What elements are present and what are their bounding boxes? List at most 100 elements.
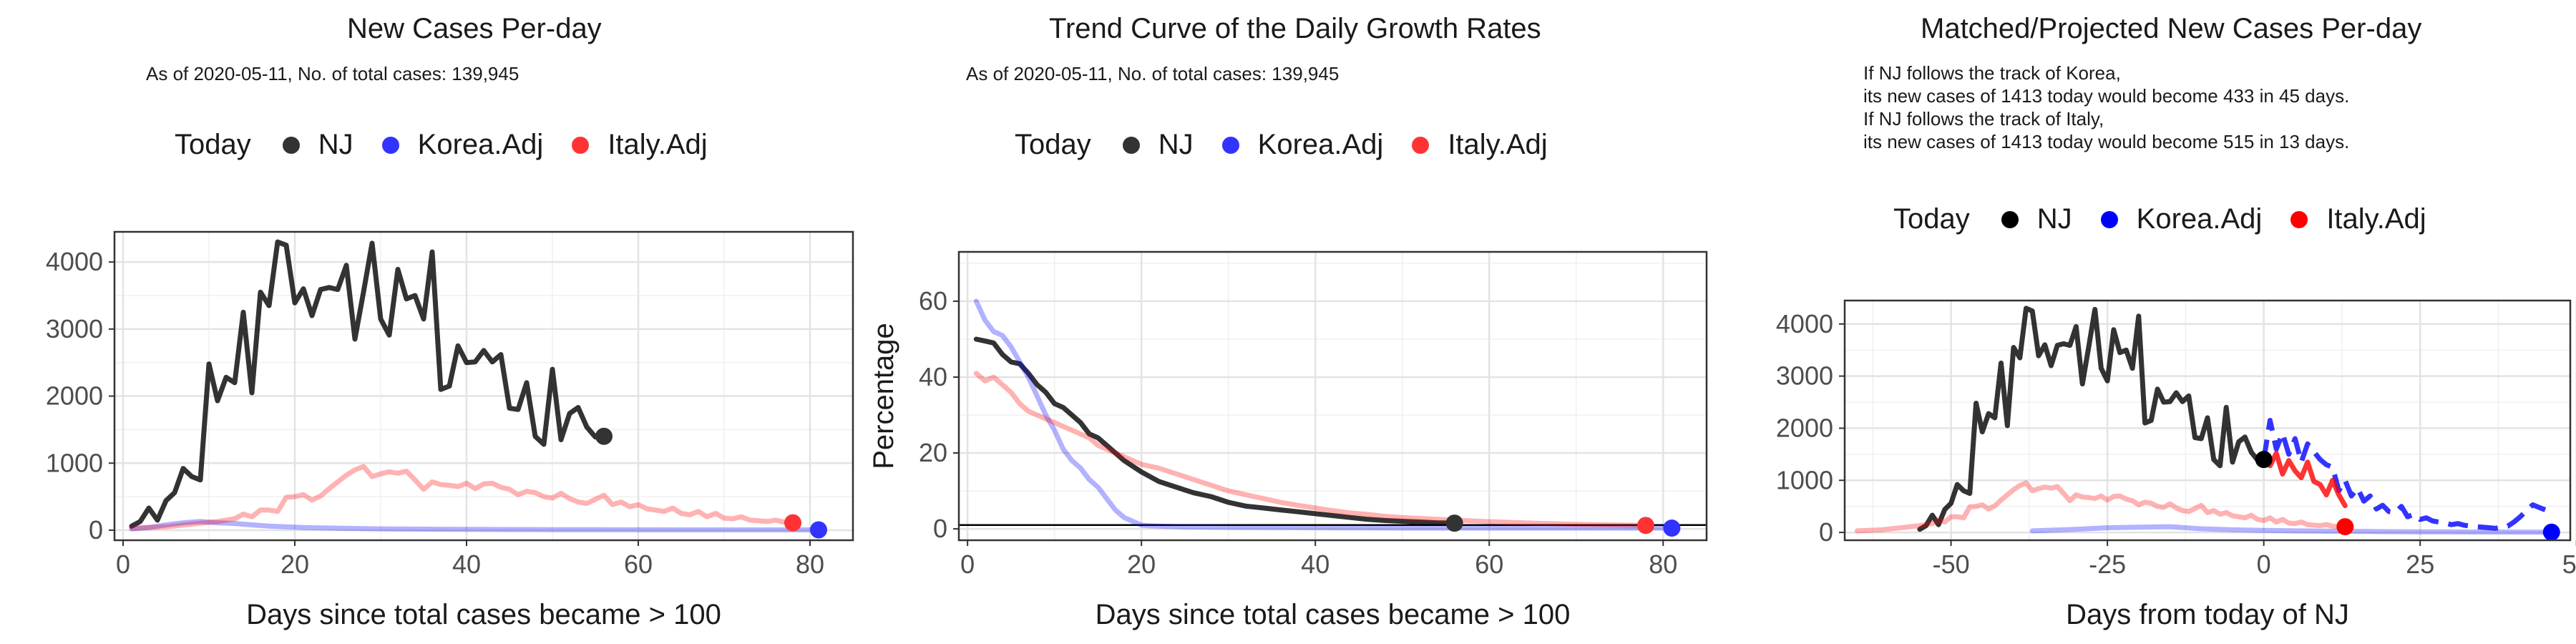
x-tick-label: 80 [1649, 550, 1677, 579]
x-tick-label: 80 [796, 550, 824, 579]
y-tick-label: 1000 [1776, 465, 1833, 494]
x-tick-label: 25 [2406, 550, 2434, 579]
x-tick-label: 60 [1475, 550, 1503, 579]
series-line-italy-adj [1855, 480, 2348, 534]
plot-area [959, 252, 1707, 540]
series-line-nj [129, 239, 607, 529]
panel-projected: Matched/Projected New Cases Per-day If N… [1717, 0, 2576, 644]
legend-label-nj: NJ [2036, 203, 2072, 235]
plot-projected: -50 -25 0 25 50 0 1000 2000 3000 4000 Days from to… [1776, 299, 2576, 630]
chart-subtitle: As of 2020-05-11, No. of total cases: 13… [146, 63, 519, 84]
today-point-nj [1445, 514, 1463, 532]
series-line-korea-adj [129, 519, 821, 532]
series-line-nj [1917, 306, 2267, 532]
legend-label-korea: Korea.Adj [417, 129, 544, 160]
legend-dot-italy [1412, 136, 1430, 154]
y-tick-label: 0 [933, 514, 947, 543]
legend-dot-nj [1122, 136, 1140, 154]
legend-dot-nj [282, 136, 300, 154]
x-tick-label: 60 [624, 550, 653, 579]
chart-title: Trend Curve of the Daily Growth Rates [1049, 13, 1541, 44]
x-tick-label: 40 [1301, 550, 1330, 579]
legend-item-nj: NJ [282, 129, 353, 161]
series-line-italy-adj [973, 371, 1649, 528]
legend-item-italy: Italy.Adj [1412, 129, 1548, 161]
legend-title: Today [175, 129, 251, 160]
legend-dot-italy [2290, 210, 2308, 228]
legend-title: Today [1893, 203, 1970, 235]
note-line: If NJ follows the track of Korea, [1863, 62, 2121, 84]
x-tick-label: -25 [2089, 550, 2126, 579]
y-tick-label: 3000 [46, 314, 103, 343]
legend-label-korea: Korea.Adj [1257, 129, 1384, 160]
legend-item-italy: Italy.Adj [572, 129, 708, 161]
today-point-italy-adj [1636, 517, 1654, 535]
y-tick-label: 0 [89, 515, 103, 545]
note-line: its new cases of 1413 today would become… [1863, 85, 2350, 107]
panel-new-cases: New Cases Per-day As of 2020-05-11, No. … [0, 0, 859, 644]
today-point-korea-adj [2542, 523, 2560, 541]
legend-dot-korea [2100, 210, 2118, 228]
y-tick-label: 4000 [1776, 309, 1833, 338]
series-line-nj [973, 336, 1458, 526]
panel-border [957, 250, 1708, 542]
today-point-italy-adj [784, 514, 801, 532]
legend-label-italy: Italy.Adj [2326, 203, 2426, 235]
legend-title: Today [1015, 129, 1091, 160]
today-point-italy-adj [2336, 518, 2354, 536]
today-point-nj [595, 427, 613, 445]
panel-border [1843, 299, 2572, 542]
legend-item-nj: NJ [2001, 203, 2072, 235]
legend-item-korea: Korea.Adj [1221, 129, 1384, 161]
series-line-italy-adj [129, 464, 796, 531]
y-tick-label: 0 [1819, 517, 1833, 547]
series-line-korea-adj [2029, 524, 2548, 535]
x-tick-label: 20 [1127, 550, 1156, 579]
legend-dot-italy [572, 136, 590, 154]
legend-dot-korea [381, 136, 399, 154]
legend-item-nj: NJ [1122, 129, 1194, 161]
y-tick-label: 2000 [46, 381, 103, 411]
legend-item-korea: Korea.Adj [2100, 203, 2263, 235]
y-tick-label: 40 [919, 362, 947, 391]
x-axis-label: Days since total cases became > 100 [246, 599, 721, 630]
legend-item-korea: Korea.Adj [381, 129, 544, 161]
chart-subtitle: As of 2020-05-11, No. of total cases: 13… [966, 63, 1340, 84]
projection-notes: If NJ follows the track of Korea, its ne… [1863, 62, 2349, 153]
x-tick-label: 0 [2257, 550, 2271, 579]
x-tick-label: 20 [280, 550, 309, 579]
legend-item-italy: Italy.Adj [2290, 203, 2426, 235]
legend-label-nj: NJ [1158, 129, 1194, 160]
legend-label-korea: Korea.Adj [2136, 203, 2263, 235]
chart-title: Matched/Projected New Cases Per-day [1921, 13, 2422, 44]
x-axis-label: Days since total cases became > 100 [1096, 599, 1571, 630]
x-axis-label: Days from today of NJ [2066, 599, 2349, 630]
x-tick-label: 0 [116, 550, 130, 579]
plot-area [114, 232, 853, 540]
x-tick-label: 0 [960, 550, 975, 579]
legend: Today NJ Korea.Adj Italy.Adj [1893, 203, 2455, 235]
series-line-korea-adj-projected [2261, 418, 2547, 531]
panel-growth-rates: Trend Curve of the Daily Growth Rates As… [859, 0, 1717, 644]
legend-label-italy: Italy.Adj [608, 129, 708, 160]
today-point-korea-adj [1663, 519, 1681, 537]
y-tick-label: 60 [919, 286, 947, 316]
y-tick-label: 4000 [46, 247, 103, 276]
panel-border [113, 230, 854, 542]
y-tick-label: 2000 [1776, 413, 1833, 442]
plot-growth-rates: 0 20 40 60 80 0 20 40 60 Days since total cases b… [868, 250, 1708, 630]
today-point-korea-adj [810, 521, 827, 539]
series-line-korea-adj [973, 298, 1674, 531]
legend-label-nj: NJ [318, 129, 353, 160]
plot-new-cases: 0 20 40 60 80 0 1000 2000 3000 4000 Days since tot… [46, 230, 854, 630]
chart-title: New Cases Per-day [347, 13, 602, 44]
today-point-nj [2255, 451, 2273, 469]
legend: Today NJ Korea.Adj Italy.Adj [1015, 129, 1576, 161]
legend: Today NJ Korea.Adj Italy.Adj [175, 129, 736, 161]
y-axis-label: Percentage [868, 323, 899, 469]
y-tick-label: 20 [919, 438, 947, 467]
y-tick-label: 3000 [1776, 361, 1833, 391]
legend-dot-korea [1221, 136, 1239, 154]
note-line: If NJ follows the track of Italy, [1863, 108, 2104, 130]
legend-dot-nj [2001, 210, 2019, 228]
